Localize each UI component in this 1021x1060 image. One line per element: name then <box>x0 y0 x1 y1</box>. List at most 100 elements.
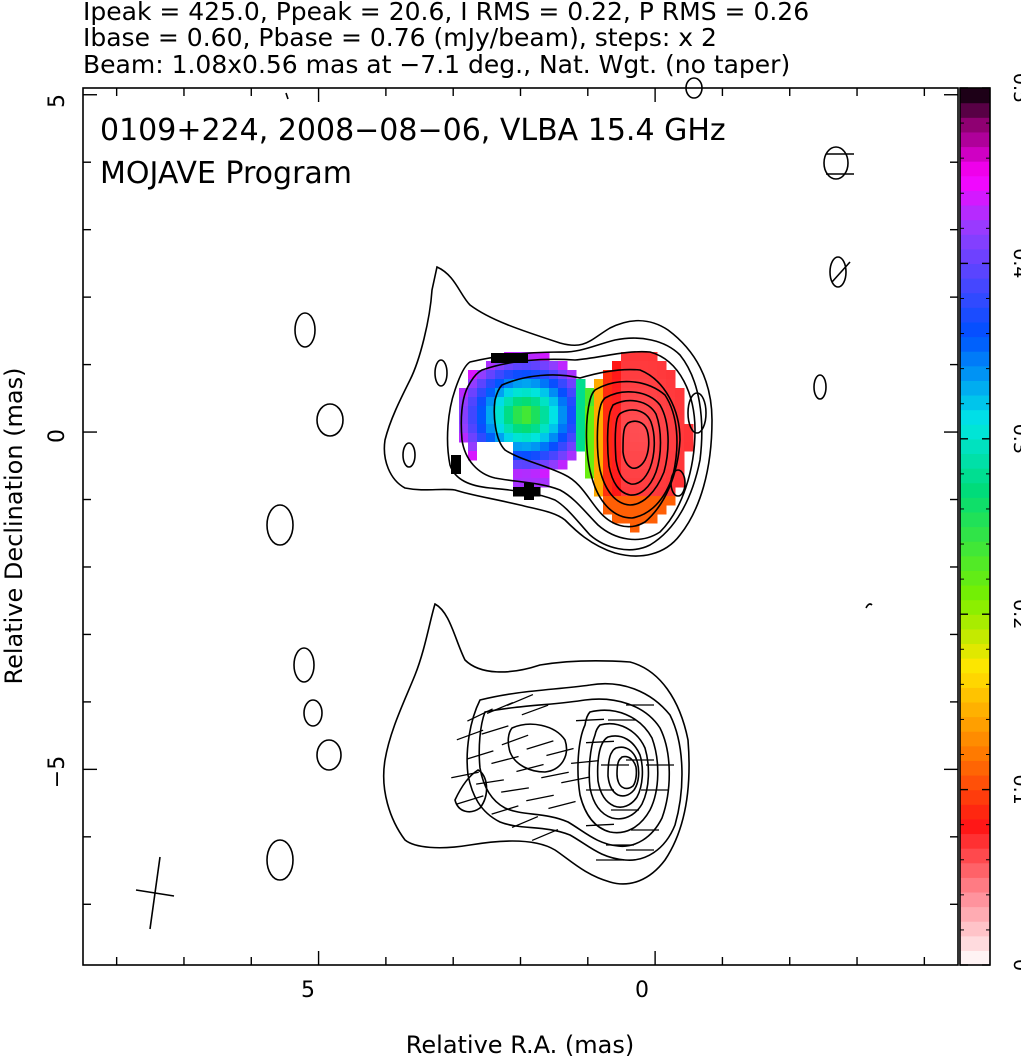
polarization-pixel <box>666 442 676 452</box>
polarization-pixel <box>585 469 595 479</box>
polarization-pixel <box>657 478 667 488</box>
y-tick-label-0: 0 <box>45 429 70 443</box>
polarization-pixel <box>576 442 586 452</box>
polarization-pixel <box>531 379 541 389</box>
polarization-pixel <box>675 415 685 425</box>
polarization-pixel <box>639 478 649 488</box>
polarization-pixel <box>486 406 496 416</box>
polarization-pixel <box>621 379 631 389</box>
polarization-pixel <box>648 496 658 506</box>
polarization-pixel <box>630 487 640 497</box>
polarization-pixel <box>657 451 667 461</box>
colorbar-tick-label: 0.2 <box>1009 599 1021 629</box>
polarization-pixel <box>612 397 622 407</box>
polarization-vector <box>476 779 504 785</box>
polarization-pixel <box>477 370 487 380</box>
polarization-pixel <box>540 415 550 425</box>
polarization-pixel <box>639 424 649 434</box>
fractional-polarization-image <box>451 352 694 533</box>
colorbar-segment <box>960 614 990 630</box>
polarization-pixel <box>657 424 667 434</box>
polarization-pixel <box>486 415 496 425</box>
polarization-pixel <box>558 460 568 470</box>
polarization-vector <box>501 734 529 746</box>
polarization-pixel <box>630 460 640 470</box>
polarization-pixel <box>477 442 487 452</box>
polarization-pixel <box>621 352 631 362</box>
polarization-pixel <box>621 451 631 461</box>
colorbar-segment <box>960 380 990 396</box>
polarization-pixel <box>648 397 658 407</box>
polarization-pixel <box>531 460 541 470</box>
polarization-pixel <box>603 388 613 398</box>
polarization-pixel <box>468 397 478 407</box>
polarization-pixel <box>486 433 496 443</box>
polarization-pixel <box>522 379 532 389</box>
polarization-pixel <box>549 460 559 470</box>
polarization-pixel <box>594 478 604 488</box>
colorbar-segment <box>960 146 990 162</box>
colorbar-segment <box>960 891 990 908</box>
colorbar-segment <box>960 102 990 118</box>
polarization-pixel <box>603 478 613 488</box>
polarization-pixel <box>451 455 461 465</box>
polarization-pixel <box>540 469 550 479</box>
polarization-vector <box>456 729 484 741</box>
polarization-pixel <box>603 406 613 416</box>
polarization-pixel <box>513 415 523 425</box>
polarization-pixel <box>531 478 541 488</box>
polarization-pixel <box>621 487 631 497</box>
polarization-pixel <box>558 397 568 407</box>
polarization-pixel <box>621 433 631 443</box>
polarization-pixel <box>666 487 676 497</box>
polarization-pixel <box>621 514 631 524</box>
colorbar-segment <box>960 760 990 776</box>
polarization-pixel <box>630 442 640 452</box>
polarization-pixel <box>603 496 613 506</box>
polarization-pixel <box>648 433 658 443</box>
polarization-pixel <box>500 353 510 363</box>
polarization-pixel <box>504 388 514 398</box>
polarization-pixel <box>477 379 487 389</box>
polarization-pixel <box>603 397 613 407</box>
polarization-pixel <box>639 505 649 515</box>
polarization-pixel <box>522 406 532 416</box>
polarization-pixel <box>621 424 631 434</box>
polarization-pixel <box>576 424 586 434</box>
polarization-pixel <box>612 514 622 524</box>
polarization-pixel <box>549 406 559 416</box>
polarization-pixel <box>576 379 586 389</box>
polarization-pixel <box>594 424 604 434</box>
polarization-pixel <box>612 442 622 452</box>
polarization-pixel <box>585 451 595 461</box>
polarization-pixel <box>531 370 541 380</box>
polarization-pixel <box>567 424 577 434</box>
polarization-pixel <box>612 487 622 497</box>
y-tick-label-5: 5 <box>45 94 70 108</box>
colorbar-tick-label: 0.1 <box>1009 774 1021 804</box>
polarization-pixel <box>621 505 631 515</box>
polarization-pixel <box>459 433 469 443</box>
polarization-pixel <box>666 451 676 461</box>
polarization-pixel <box>486 388 496 398</box>
polarization-pixel <box>621 415 631 425</box>
polarization-pixel <box>540 406 550 416</box>
colorbar-segment <box>960 526 990 542</box>
polarization-vector <box>521 704 549 716</box>
polarization-pixel <box>621 388 631 398</box>
colorbar-tick-label: 0.3 <box>1009 424 1021 454</box>
polarization-pixel <box>513 406 523 416</box>
polarization-pixel <box>594 379 604 389</box>
polarization-pixel <box>513 469 523 479</box>
polarization-pixel <box>504 442 514 452</box>
polarization-pixel <box>585 415 595 425</box>
polarization-pixel <box>558 433 568 443</box>
colorbar-segment <box>960 409 990 425</box>
polarization-pixel <box>657 487 667 497</box>
polarization-pixel <box>648 505 658 515</box>
polarization-pixel <box>567 397 577 407</box>
plot-title-line-1: 0109+224, 2008−08−06, VLBA 15.4 GHz <box>100 113 726 148</box>
colorbar-segment <box>960 365 990 381</box>
colorbar-segment <box>960 789 990 805</box>
